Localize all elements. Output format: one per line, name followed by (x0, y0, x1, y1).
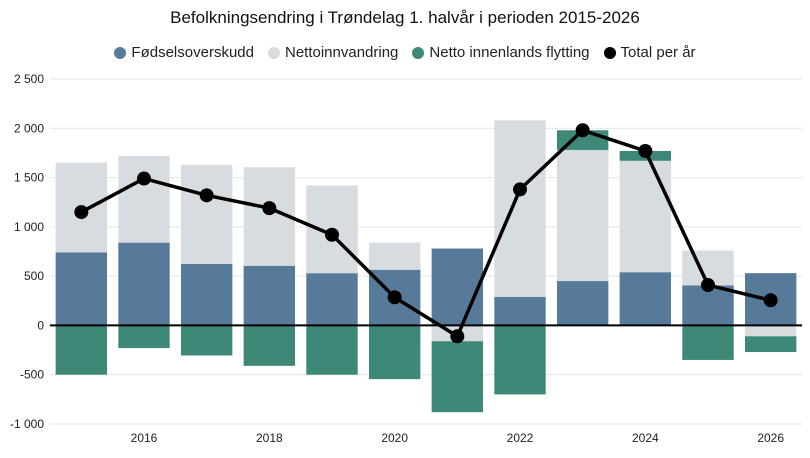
x-tick-label: 2026 (757, 431, 784, 445)
legend-item: Fødselsoverskudd (114, 44, 254, 61)
legend-label: Total per år (620, 44, 696, 61)
bar-nettoinnvandring (619, 160, 672, 273)
bar-f-dselsoverskudd (180, 263, 233, 326)
bar-f-dselsoverskudd (619, 272, 672, 326)
legend-label: Nettoinnvandring (284, 44, 399, 61)
y-tick-label: 500 (24, 269, 44, 283)
bar-f-dselsoverskudd (55, 252, 108, 326)
bar-f-dselsoverskudd (306, 273, 358, 326)
legend-swatch (412, 46, 425, 59)
y-tick-label: -500 (20, 368, 44, 382)
total-point (74, 205, 89, 220)
legend-item: Nettoinnvandring (267, 44, 399, 61)
bar-nettoinnvandring (180, 164, 233, 264)
total-point (575, 123, 590, 138)
x-tick-label: 2018 (256, 431, 283, 445)
bar-netto-innenlands-flytting (744, 336, 797, 353)
bar-nettoinnvandring (368, 242, 421, 270)
y-tick-label: 2 500 (14, 72, 44, 86)
legend-swatch (267, 46, 280, 59)
bar-nettoinnvandring (556, 149, 609, 282)
total-point (450, 329, 465, 344)
total-point (638, 143, 653, 158)
x-tick-label: 2020 (381, 431, 408, 445)
bar-netto-innenlands-flytting (368, 325, 421, 380)
x-tick-label: 2022 (507, 431, 534, 445)
total-point (387, 290, 402, 305)
y-tick-label: 2 000 (14, 121, 44, 135)
y-tick-label: -1 000 (10, 417, 44, 431)
total-point (137, 171, 151, 186)
legend: Fødselsoverskudd Nettoinnvandring Netto in… (0, 44, 810, 61)
bar-f-dselsoverskudd (431, 248, 484, 326)
y-tick-label: 0 (37, 318, 44, 332)
bar-netto-innenlands-flytting (243, 325, 296, 366)
total-point (763, 293, 778, 308)
legend-swatch (603, 46, 616, 59)
total-point (701, 278, 715, 293)
bar-f-dselsoverskudd (118, 242, 170, 326)
y-tick-label: 1 000 (14, 220, 44, 234)
x-tick-label: 2024 (632, 431, 659, 445)
bar-nettoinnvandring (118, 155, 170, 243)
bar-nettoinnvandring (494, 120, 546, 297)
legend-item: Netto innenlands flytting (412, 44, 590, 61)
bar-nettoinnvandring (744, 325, 797, 337)
bar-netto-innenlands-flytting (682, 325, 734, 360)
bar-f-dselsoverskudd (243, 265, 296, 326)
bar-netto-innenlands-flytting (431, 341, 484, 413)
bar-f-dselsoverskudd (494, 296, 546, 326)
total-point (325, 227, 339, 242)
total-point (199, 188, 214, 203)
bar-netto-innenlands-flytting (55, 325, 108, 375)
bar-netto-innenlands-flytting (118, 325, 170, 349)
total-point (513, 182, 527, 197)
bar-f-dselsoverskudd (556, 281, 609, 326)
legend-swatch (114, 46, 127, 59)
bar-f-dselsoverskudd (682, 285, 734, 326)
total-point (262, 201, 277, 216)
chart-title: Befolkningsendring i Trøndelag 1. halvår… (170, 8, 640, 27)
x-tick-label: 2016 (131, 431, 158, 445)
bar-netto-innenlands-flytting (180, 325, 233, 356)
legend-label: Netto innenlands flytting (429, 44, 590, 61)
legend-item: Total per år (603, 44, 696, 61)
bar-netto-innenlands-flytting (494, 325, 546, 395)
total-line (80, 128, 772, 339)
y-tick-label: 1 500 (14, 171, 44, 185)
legend-label: Fødselsoverskudd (131, 44, 254, 61)
bar-netto-innenlands-flytting (306, 325, 358, 375)
